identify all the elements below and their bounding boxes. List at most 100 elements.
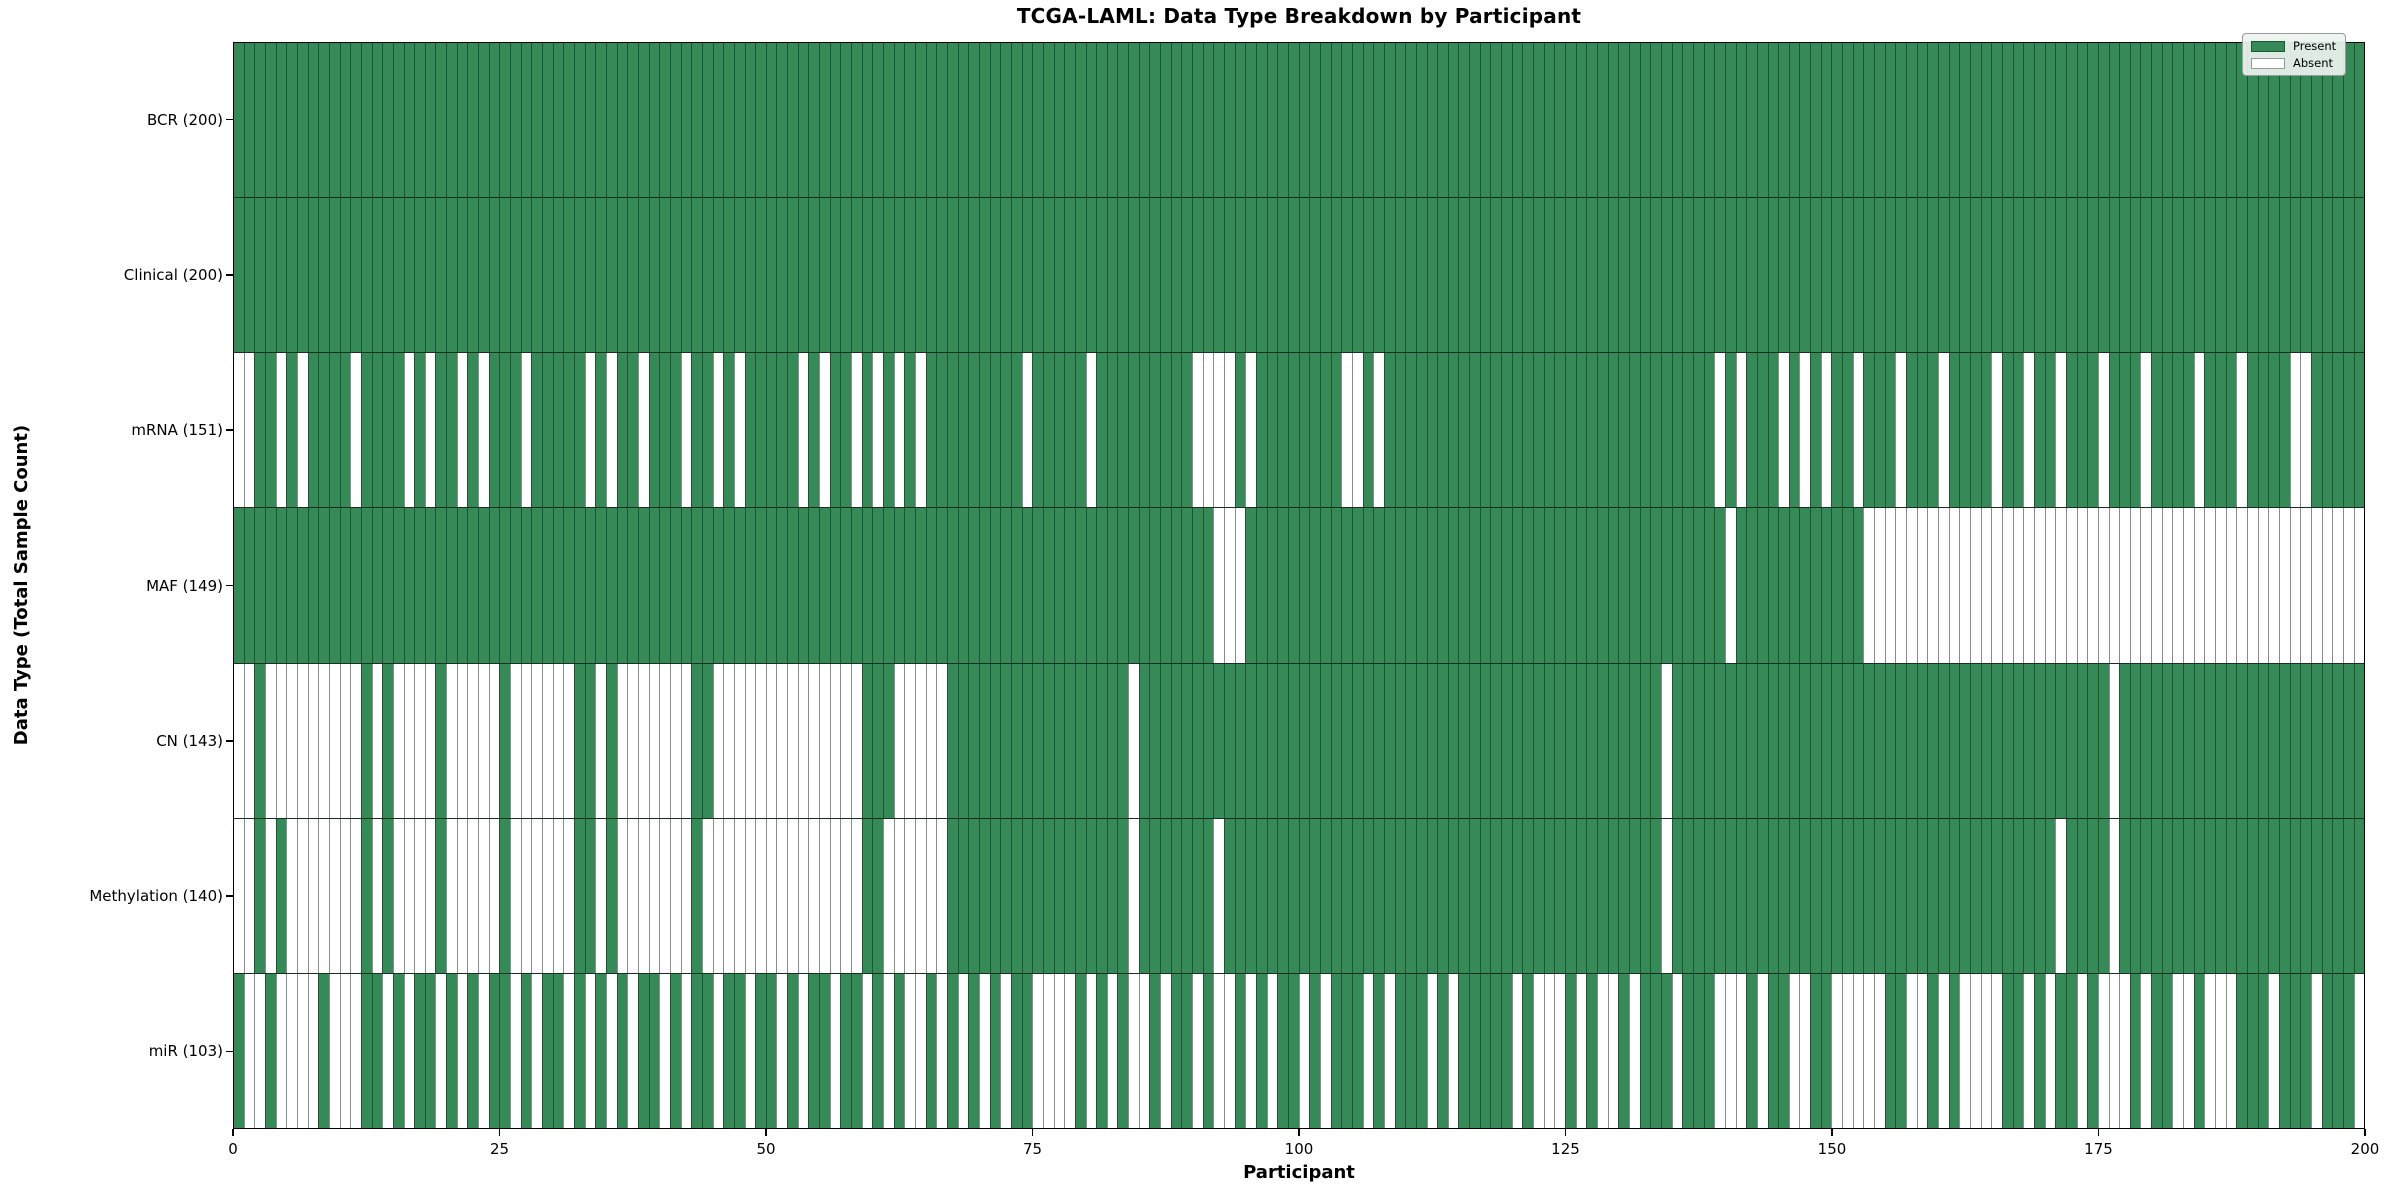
matrix-cell (584, 508, 596, 663)
matrix-cell (1117, 663, 1129, 818)
matrix-cell (1778, 508, 1789, 663)
matrix-cell (1746, 663, 1757, 818)
matrix-cell (1181, 43, 1193, 198)
matrix-cell (2023, 198, 2034, 353)
matrix-cell (1597, 663, 1608, 818)
matrix-cell (1575, 973, 1587, 1128)
matrix-cell (2332, 973, 2343, 1128)
matrix-cell (946, 818, 958, 973)
matrix-cell (1756, 198, 1768, 353)
matrix-cell (1991, 508, 2002, 663)
matrix-cell (1298, 198, 1310, 353)
matrix-cell (1724, 198, 1736, 353)
matrix-cell (819, 508, 830, 663)
matrix-cell (968, 353, 979, 508)
matrix-cell (1810, 353, 1821, 508)
matrix-cell (1319, 973, 1331, 1128)
matrix-cell (712, 198, 724, 353)
matrix-cell (1032, 818, 1043, 973)
matrix-cell (1277, 818, 1288, 973)
matrix-cell (1106, 818, 1118, 973)
matrix-cell (1128, 353, 1139, 508)
matrix-cell (2033, 353, 2045, 508)
matrix-cell (1607, 198, 1619, 353)
matrix-cell (1032, 43, 1043, 198)
matrix-cell (1597, 353, 1608, 508)
matrix-cell (1160, 973, 1171, 1128)
matrix-cell (851, 818, 862, 973)
matrix-cell (542, 198, 553, 353)
matrix-cell (605, 973, 617, 1128)
matrix-cell (2300, 663, 2311, 818)
matrix-cell (1053, 818, 1065, 973)
matrix-cell (648, 198, 660, 353)
matrix-cell (680, 663, 692, 818)
matrix-cell (318, 663, 329, 818)
matrix-cell (1213, 43, 1225, 198)
matrix-cell (1671, 818, 1683, 973)
matrix-cell (1085, 198, 1097, 353)
matrix-cell (286, 508, 297, 663)
matrix-cell (893, 663, 905, 818)
matrix-cell (978, 973, 990, 1128)
matrix-cell (2204, 663, 2216, 818)
matrix-cell (371, 973, 383, 1128)
matrix-cell (2215, 198, 2226, 353)
matrix-cell (1394, 973, 1406, 1128)
matrix-cell (797, 973, 809, 1128)
matrix-cell (318, 508, 329, 663)
chart-title: TCGA-LAML: Data Type Breakdown by Partic… (1016, 4, 1582, 28)
matrix-cell (787, 663, 798, 818)
matrix-cell (446, 353, 457, 508)
matrix-cell (627, 818, 638, 973)
matrix-cell (1341, 973, 1352, 1128)
matrix-cell (1692, 508, 1704, 663)
matrix-cell (1202, 198, 1214, 353)
matrix-cell (1224, 508, 1235, 663)
matrix-cell (1831, 818, 1843, 973)
matrix-cell (1064, 508, 1075, 663)
matrix-cell (1980, 663, 1992, 818)
matrix-cell (254, 663, 265, 818)
matrix-cell (957, 973, 969, 1128)
matrix-cell (1948, 818, 1960, 973)
matrix-cell (2247, 198, 2258, 353)
matrix-cell (765, 818, 777, 973)
matrix-cell (2119, 663, 2130, 818)
x-tick-mark (2097, 1129, 2100, 1136)
matrix-cell (1554, 663, 1566, 818)
matrix-cell (627, 508, 638, 663)
matrix-cell (1437, 818, 1448, 973)
matrix-cell (1565, 508, 1576, 663)
matrix-cell (1000, 43, 1011, 198)
legend-label-present: Present (2293, 39, 2337, 53)
matrix-cell (637, 353, 649, 508)
matrix-cell (1884, 818, 1896, 973)
matrix-cell (1362, 973, 1374, 1128)
matrix-cell (1042, 508, 1054, 663)
matrix-cell (936, 818, 947, 973)
matrix-cell (2065, 508, 2077, 663)
matrix-cell (915, 818, 926, 973)
matrix-cell (2247, 663, 2258, 818)
matrix-cell (1287, 663, 1299, 818)
matrix-cell (1660, 508, 1672, 663)
matrix-cell (307, 663, 319, 818)
matrix-cell (893, 198, 905, 353)
matrix-cell (669, 818, 681, 973)
matrix-cell (1341, 43, 1352, 198)
matrix-cell (542, 663, 553, 818)
matrix-cell (1256, 663, 1267, 818)
matrix-cell (1447, 508, 1459, 663)
matrix-cell (1916, 818, 1928, 973)
matrix-cell (446, 818, 457, 973)
matrix-cell (1650, 508, 1661, 663)
matrix-cell (1959, 43, 1970, 198)
matrix-cell (1181, 818, 1193, 973)
matrix-cell (1767, 43, 1779, 198)
matrix-cell (680, 353, 692, 508)
matrix-cell (1170, 198, 1182, 353)
matrix-cell (531, 663, 543, 818)
matrix-cell (797, 818, 809, 973)
matrix-cell (1373, 198, 1384, 353)
